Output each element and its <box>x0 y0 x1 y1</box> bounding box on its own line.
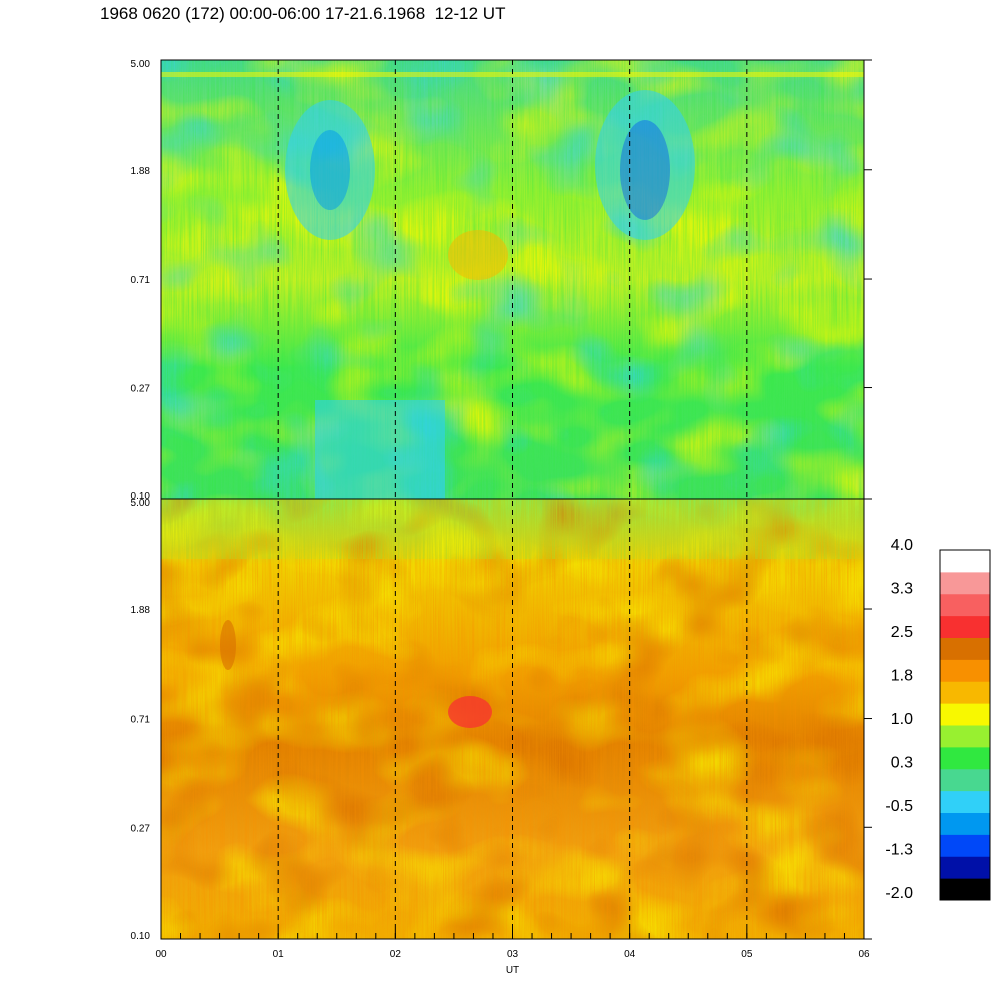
colorbar-swatch <box>940 746 990 770</box>
colorbar-swatch <box>940 681 990 704</box>
colorbar-swatch <box>940 550 990 573</box>
colorbar-label: 4.0 <box>891 537 913 554</box>
y-tick-label: 0.71 <box>131 715 151 726</box>
colorbar-swatch <box>940 768 990 792</box>
colorbar-swatch <box>940 571 990 595</box>
x-tick-label: 02 <box>390 949 402 960</box>
colorbar: 4.0 3.3 2.5 1.8 1.0 0.3 -0.5 -1.3 -2.0 <box>885 537 991 902</box>
x-axis-label: UT <box>506 965 519 976</box>
y-tick-label: 1.88 <box>131 166 151 177</box>
colorbar-swatch <box>940 834 990 857</box>
x-tick-label: 00 <box>155 949 167 960</box>
y-axis-ticks: 5.001.880.710.270.105.001.880.710.270.10 <box>131 59 872 942</box>
colorbar-swatch <box>940 593 990 617</box>
colorbar-label: -1.3 <box>885 842 913 859</box>
hour-dividers <box>277 60 748 939</box>
y-tick-label: 0.71 <box>131 275 151 286</box>
chart-title: 1968 0620 (172) 00:00-06:00 17-21.6.1968… <box>100 4 506 23</box>
x-tick-label: 03 <box>507 949 519 960</box>
y-tick-label: 5.00 <box>131 498 151 509</box>
colorbar-swatch <box>940 856 990 879</box>
colorbar-frame <box>939 549 991 901</box>
x-tick-label: 04 <box>624 949 636 960</box>
colorbar-label: 3.3 <box>891 581 913 598</box>
colorbar-label: -0.5 <box>885 798 913 815</box>
colorbar-swatch <box>940 659 990 682</box>
colorbar-label: 1.8 <box>891 668 913 685</box>
colorbar-swatch <box>940 812 990 835</box>
colorbar-swatch <box>940 703 990 726</box>
colorbar-label: -2.0 <box>885 885 913 902</box>
y-tick-label: 1.88 <box>131 605 151 616</box>
colorbar-swatch <box>940 615 990 638</box>
x-tick-label: 01 <box>273 949 285 960</box>
y-tick-label: 0.10 <box>131 491 151 502</box>
x-tick-label: 05 <box>741 949 753 960</box>
colorbar-swatch <box>940 790 990 813</box>
x-tick-label: 06 <box>858 949 870 960</box>
y-tick-label: 0.27 <box>131 384 151 395</box>
y-tick-label: 0.27 <box>131 823 151 834</box>
colorbar-swatch <box>940 878 990 901</box>
colorbar-label: 0.3 <box>891 755 913 772</box>
colorbar-label: 1.0 <box>891 711 913 728</box>
y-tick-label: 5.00 <box>131 59 151 70</box>
colorbar-label: 2.5 <box>891 624 913 641</box>
y-tick-label: 0.10 <box>131 931 151 942</box>
colorbar-swatch <box>940 725 990 748</box>
colorbar-swatch <box>940 637 990 660</box>
x-axis-ticks: 00 01 02 03 04 05 06 UT <box>155 929 870 976</box>
